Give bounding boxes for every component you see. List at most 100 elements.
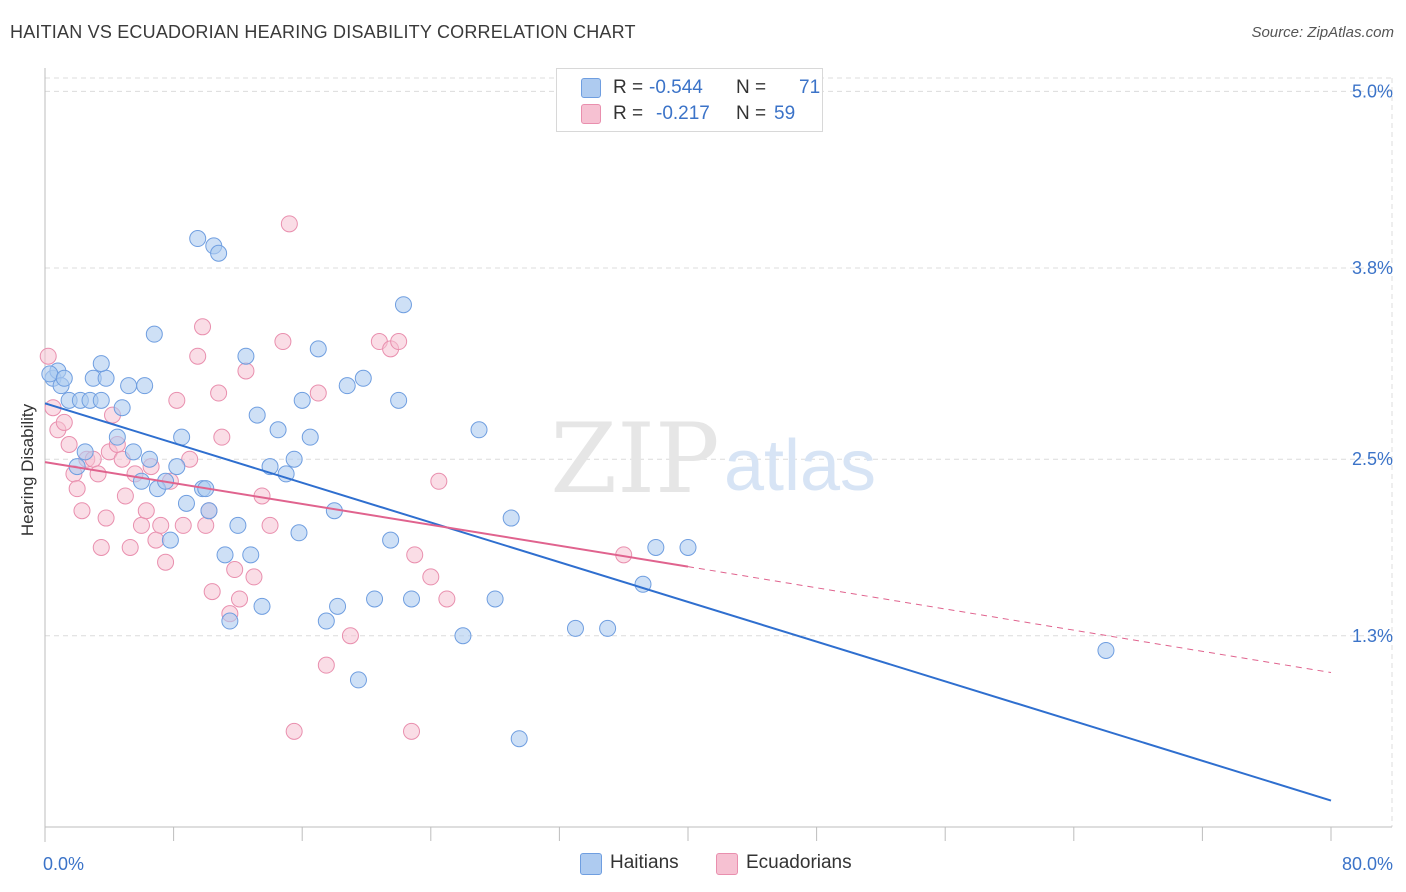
x-tick-label: 80.0% [1342,854,1393,874]
haitian-point [338,377,356,395]
source-label: Source: ZipAtlas.com [1251,24,1394,41]
haitian-point [136,377,154,395]
haitian-point [248,406,266,424]
ecuadorian-point [274,333,292,351]
haitian-point [390,391,408,409]
ecuadorian-point [309,384,327,402]
haitian-point [177,494,195,512]
ecuadorian-point [157,553,175,571]
ecuadorian-point [68,480,86,498]
legend-r-value: -0.544 [649,77,703,98]
haitian-point [253,597,271,615]
watermark-zip: ZIP [550,403,719,515]
haitian-point [329,597,347,615]
haitian-point [599,619,617,637]
haitian-point [108,428,126,446]
haitian-point [454,627,472,645]
haitian-point [382,531,400,549]
ecuadorian-point [39,347,57,365]
ecuadorian-point [237,362,255,380]
y-tick-label: 1.3% [1352,626,1393,646]
haitian-point [200,502,218,520]
watermark-atlas: atlas [724,426,876,506]
ecuadorian-point [422,568,440,586]
haitian-trend-line [44,402,1332,802]
haitian-point [76,443,94,461]
watermark: ZIP atlas [550,403,876,515]
ecuadorian-points [39,215,633,740]
ecuadorian-point [121,538,139,556]
ecuadorian-point [92,538,110,556]
ecuadorian-point [231,590,249,608]
haitian-point [113,399,131,417]
haitian-point [290,524,308,542]
haitian-point [145,325,163,343]
ecuadorian-point [147,531,165,549]
haitian-point [293,391,311,409]
haitian-point [97,369,115,387]
ecuadorian-point [60,436,78,453]
haitian-point [41,365,59,383]
haitian-swatch [580,853,602,875]
haitian-point [189,230,207,248]
ecuadorian-point [73,502,91,520]
ecuadorian-trend-extension [687,566,1332,674]
legend-n-value: 59 [774,103,796,124]
ecuadorian-point [430,472,448,490]
haitian-point [237,347,255,365]
ecuadorian-point [132,516,150,534]
haitian-point [242,546,260,564]
ecuadorian-swatch [716,853,738,875]
haitian-point [354,369,372,387]
y-tick-label: 3.8% [1352,258,1393,278]
haitian-point [277,465,295,483]
legend-r-label: R = [613,103,644,124]
legend-n-label: N = [736,77,767,98]
ecuadorian-trend-line [44,461,689,568]
ecuadorian-point [213,428,231,446]
haitian-point [161,531,179,549]
haitian-point [92,355,110,373]
ecuadorian-point [97,509,115,527]
ecuadorian-point [210,384,228,402]
haitian-point [285,450,303,468]
haitian-point [221,612,239,630]
ecuadorian-point [89,465,107,483]
haitian-point [366,590,384,608]
y-axis-label: Hearing Disability [18,403,37,537]
haitian-point [92,391,110,409]
haitian-point [394,296,412,314]
legend-n-label: N = [736,103,767,124]
haitian-point [132,472,150,490]
ecuadorian-point [390,333,408,351]
legend-label-ecuadorians: Ecuadorians [746,852,852,873]
haitian-point [349,671,367,689]
ecuadorian-point [55,413,73,431]
correlation-legend: R = -0.544 N = 71 R = -0.217 N = 59 [556,68,823,132]
haitian-point [168,458,186,476]
ecuadorian-point [285,722,303,740]
haitian-point [124,443,142,461]
tick-labels: 1.3% 2.5% 3.8% 5.0% 0.0% 80.0% [43,81,1393,874]
y-tick-label: 5.0% [1352,81,1393,101]
ecuadorian-swatch [581,104,601,124]
ecuadorian-point [203,583,221,601]
haitian-point [309,340,327,358]
ecuadorian-point [226,561,244,579]
ecuadorian-point [341,627,359,645]
legend-r-value: -0.217 [656,103,710,124]
ecuadorian-point [280,215,298,233]
ecuadorian-point [181,450,199,468]
haitian-point [679,538,697,556]
haitian-point [502,509,520,527]
y-tick-label: 2.5% [1352,449,1393,469]
grid-lines [45,77,1393,827]
haitian-point [301,428,319,446]
ecuadorian-point [438,590,456,608]
ecuadorian-point [174,516,192,534]
ecuadorian-point [116,487,134,505]
chart-title: HAITIAN VS ECUADORIAN HEARING DISABILITY… [10,22,636,42]
haitian-point [470,421,488,439]
ecuadorian-point [137,502,155,520]
